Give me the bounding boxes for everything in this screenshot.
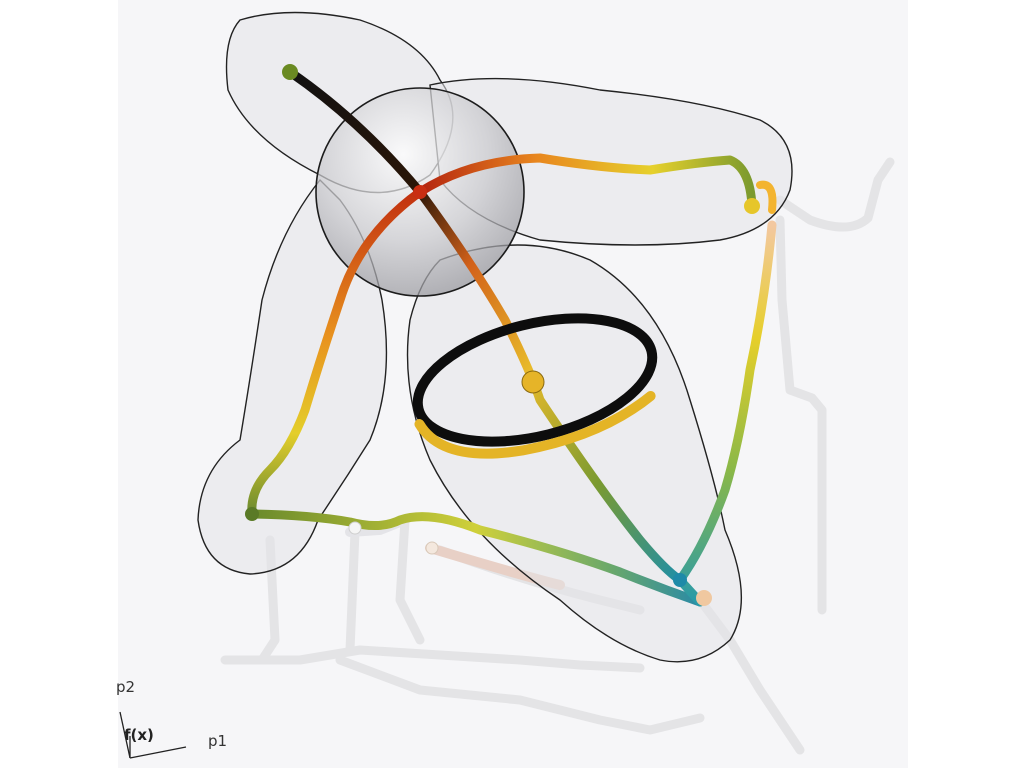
shadow-path-lower xyxy=(335,655,705,735)
graph-stubs xyxy=(348,180,777,555)
ring-center-node[interactable] xyxy=(521,370,545,394)
axis-label-p2: p2 xyxy=(116,678,135,696)
node-center[interactable] xyxy=(413,185,427,199)
arc-diagonal[interactable] xyxy=(285,67,685,585)
node-bottom-right[interactable] xyxy=(673,573,687,587)
hull-left-arm xyxy=(197,178,388,575)
axis-triad: p1 p2 f(x) xyxy=(116,678,227,759)
axis-line-p2 xyxy=(119,711,131,759)
shadow-path-left-legs xyxy=(257,515,425,665)
stub-top-right xyxy=(756,180,777,214)
shadow-path-right xyxy=(775,157,895,232)
node-top-left[interactable] xyxy=(282,64,298,80)
axis-label-fx: f(x) xyxy=(124,726,154,744)
stub-left-cap xyxy=(348,521,362,535)
ring-back xyxy=(412,313,658,447)
axis-line-p1 xyxy=(129,746,187,759)
node-top-right[interactable] xyxy=(744,198,760,214)
stub-mid-cap xyxy=(425,541,439,555)
graph-arcs xyxy=(247,67,777,607)
ring-glyph[interactable] xyxy=(405,297,665,464)
shadow-path-right-down xyxy=(775,215,827,615)
shadow-path-bottom xyxy=(220,645,645,673)
arc-right[interactable] xyxy=(675,220,777,607)
ring-front xyxy=(414,390,656,459)
arc-left[interactable] xyxy=(247,187,425,519)
node-right-end[interactable] xyxy=(696,590,712,606)
graph-nodes xyxy=(245,64,760,606)
node-left-bottom[interactable] xyxy=(245,507,259,521)
axis-label-p1: p1 xyxy=(208,732,227,750)
arc-top-right[interactable] xyxy=(415,153,757,211)
arc-bottom[interactable] xyxy=(247,509,705,607)
